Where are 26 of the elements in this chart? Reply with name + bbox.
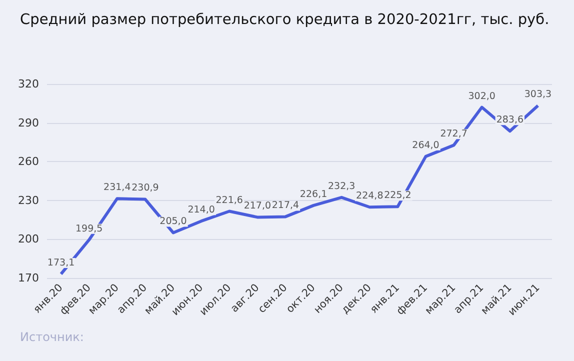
chart-title: Средний размер потребительского кредита в 2020-2021гг, тыс. руб. bbox=[20, 12, 550, 28]
data-label: 217,0 bbox=[244, 200, 272, 212]
data-label: 173,1 bbox=[47, 257, 75, 268]
data-label: 230,9 bbox=[132, 182, 159, 194]
data-label: 214,0 bbox=[188, 204, 215, 216]
data-label: 264,0 bbox=[412, 140, 440, 151]
y-tick-label: 260 bbox=[18, 155, 39, 168]
data-label: 303,3 bbox=[524, 89, 552, 100]
data-label: 221,6 bbox=[216, 194, 243, 206]
data-label: 232,3 bbox=[328, 180, 356, 192]
data-label: 224,8 bbox=[356, 190, 384, 202]
data-label: 205,0 bbox=[160, 216, 187, 228]
text: Источник: bbox=[20, 330, 84, 344]
y-tick-label: 170 bbox=[18, 272, 39, 284]
data-label: 283,6 bbox=[496, 114, 524, 126]
y-tick-label: 230 bbox=[18, 194, 39, 207]
y-tick-label: 320 bbox=[18, 78, 39, 90]
data-label: 217,4 bbox=[272, 200, 300, 212]
data-label: 225,2 bbox=[384, 190, 412, 202]
y-tick-label: 200 bbox=[18, 232, 39, 246]
data-label: 272,7 bbox=[440, 128, 468, 140]
y-tick-label: 290 bbox=[18, 116, 39, 130]
data-label: 302,0 bbox=[468, 90, 496, 102]
data-label: 231,4 bbox=[104, 182, 131, 194]
data-label: 199,5 bbox=[75, 223, 103, 234]
data-label: 226,1 bbox=[300, 188, 328, 200]
